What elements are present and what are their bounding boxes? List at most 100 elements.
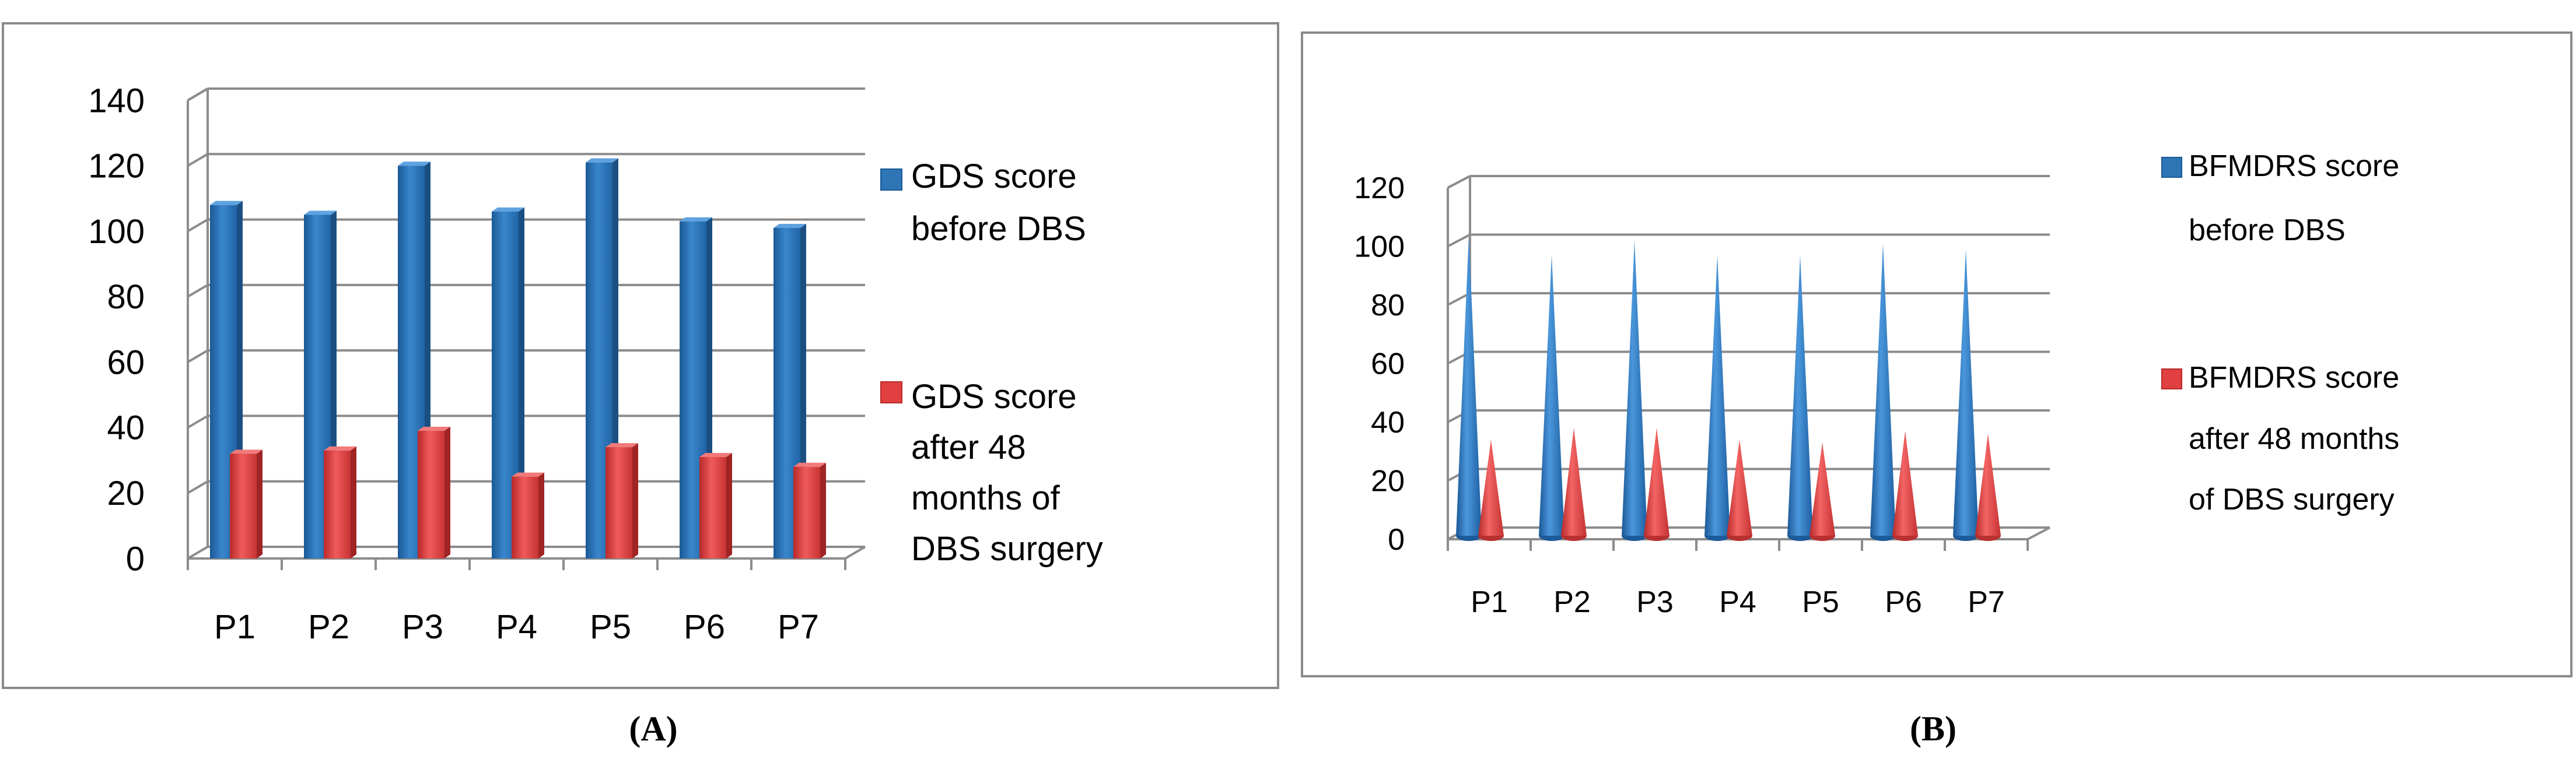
left-wall-tick-line [187,284,209,298]
bar-top [774,223,806,228]
legend-label-after-line: months of [911,479,1060,517]
x-tick-label: P2 [1553,585,1591,619]
left-wall-tick-line [187,218,209,233]
bar-side [351,446,356,558]
bar-top [398,161,430,166]
panel-a-x-tick-labels: P1 P2 P3 P4 P5 P6 P7 [214,608,819,646]
y-tick-label: 20 [1371,465,1405,498]
bar-front [606,447,632,558]
bar-before-p2 [1539,255,1564,541]
bar-top [680,217,712,222]
left-wall-tick-line [187,349,209,363]
panel-b-border [1301,31,2572,677]
bar-before-p3 [398,161,430,558]
bar-top [492,207,524,212]
cone-body [1704,255,1730,536]
cone-body [1870,243,1896,536]
bar-top [606,443,638,448]
bar-top [304,210,337,215]
cone-body [1539,255,1564,536]
y-tick-label: 80 [107,278,145,316]
bar-before-p3 [1622,240,1647,541]
left-wall-tick-line [187,414,209,429]
floor-edge [2027,526,2050,540]
bar-before-p5 [586,158,618,559]
left-wall-tick-line [187,153,209,167]
x-tick-label: P3 [402,608,443,646]
bar-top [210,201,243,205]
cone-body [1622,240,1647,536]
legend-label-after-line: after 48 [911,428,1026,466]
x-tick-label: P3 [1636,585,1674,619]
x-tick-label: P7 [1968,585,2005,619]
y-tick-label: 140 [88,82,145,120]
left-wall-tick-line [1447,233,1471,248]
bar-top [418,427,450,431]
panel-a-border [2,22,1279,689]
panel-b: 0 20 40 60 80 100 120 P1 P2 P3 P4 P5 P6 … [1301,31,2572,748]
bar-side [820,462,826,558]
legend-swatch-before [880,168,902,191]
bar-side [538,472,544,558]
legend-swatch-after [2161,368,2182,389]
bar-front [512,476,538,558]
bar-after-p7 [1975,434,2001,541]
floor-edge [844,546,866,560]
x-tick-label: P7 [778,608,819,646]
bar-after-p3 [418,427,450,558]
y-tick-label: 20 [107,475,145,512]
y-tick-label: 120 [88,147,145,185]
legend-label-after-line: after 48 months [2189,422,2399,456]
legend-label-after-line: DBS surgery [911,530,1103,568]
bar-before-p7 [774,223,806,558]
legend-swatch-before [2161,157,2182,178]
left-wall-tick-line [187,546,209,560]
panel-a-y-tick-labels: 0 20 40 60 80 100 120 140 [88,82,145,578]
bar-after-p2 [1561,428,1587,541]
bar-side [726,452,732,558]
x-tick-label: P1 [1471,585,1508,619]
legend-label-before-line: GDS score [911,157,1077,195]
cone-body [1810,442,1835,536]
cone-body [1561,428,1587,536]
bar-after-p6 [1892,431,1918,541]
x-tick-label: P2 [308,608,349,646]
bar-after-p1 [1478,440,1504,541]
y-tick-label: 40 [1371,406,1405,440]
bar-after-p7 [793,462,826,558]
bar-side [257,449,262,558]
bar-top [512,472,544,477]
bar-front [699,456,726,558]
cone-body [1787,255,1813,536]
cone-body [1644,428,1670,536]
bar-top [699,452,732,457]
y-tick-label: 100 [88,213,145,251]
y-tick-label: 0 [126,540,145,578]
x-tick-label: P4 [496,608,537,646]
bar-before-p7 [1953,249,1979,541]
bar-after-p5 [1810,442,1835,541]
cone-body [1727,440,1752,536]
panel-a-label: (A) [629,709,677,748]
panel-b-x-tick-labels: P1 P2 P3 P4 P5 P6 P7 [1471,585,2005,619]
legend-label-after-line: GDS score [911,378,1077,416]
bar-after-p1 [230,449,262,558]
y-tick-label: 100 [1354,230,1405,264]
y-tick-label: 60 [107,343,145,381]
bar-after-p2 [324,446,356,558]
panel-a: 0 20 40 60 80 100 120 140 P1 P2 P3 P4 P5… [2,22,1279,748]
y-tick-label: 0 [1388,523,1405,557]
y-tick-label: 80 [1371,289,1405,322]
x-tick-label: P6 [1885,585,1922,619]
cone-body [1478,440,1504,536]
bar-top [586,158,618,163]
bar-front [324,450,351,558]
bar-top [324,446,356,451]
bar-top [230,449,262,454]
legend-label-after-line: of DBS surgery [2189,483,2395,517]
x-tick-label: P5 [1802,585,1839,619]
bar-after-p6 [699,452,732,558]
y-tick-label: 60 [1371,347,1405,381]
bar-after-p4 [512,472,544,558]
